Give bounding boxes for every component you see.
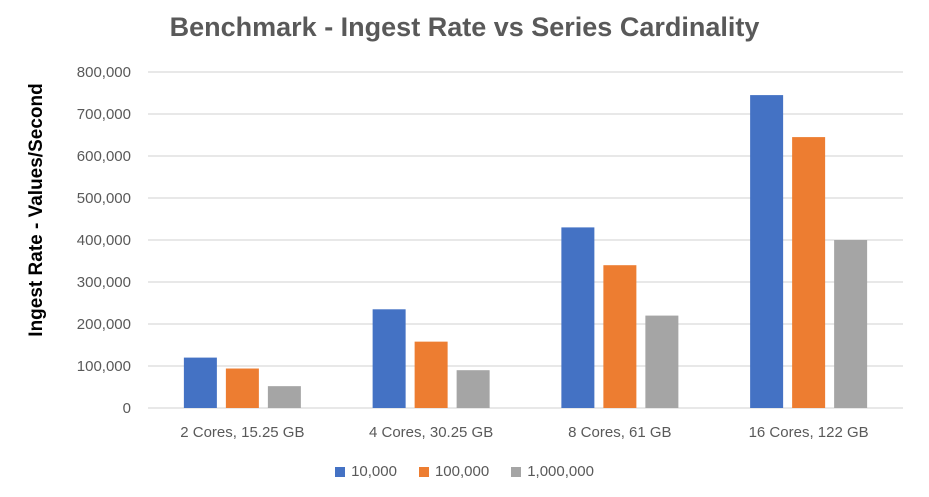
legend-item: 100,000 xyxy=(418,463,490,480)
bar-100000-4 xyxy=(792,137,826,408)
chart-title: Benchmark - Ingest Rate vs Series Cardin… xyxy=(169,12,760,42)
bar-1000000-1 xyxy=(267,386,301,408)
y-tick-label: 700,000 xyxy=(77,106,131,123)
bar-1000000-4 xyxy=(834,240,868,408)
bar-10000-1 xyxy=(183,357,217,408)
legend-swatch xyxy=(418,466,429,477)
y-tick-label: 800,000 xyxy=(77,64,131,81)
x-tick-label: 2 Cores, 15.25 GB xyxy=(180,424,304,441)
bar-10000-2 xyxy=(372,309,406,408)
legend-label: 100,000 xyxy=(434,463,490,480)
bar-100000-3 xyxy=(603,265,637,408)
bar-10000-3 xyxy=(561,227,595,408)
bar-1000000-2 xyxy=(456,370,490,408)
x-tick-label: 8 Cores, 61 GB xyxy=(568,424,671,441)
legend-item: 10,000 xyxy=(335,463,397,480)
y-tick-label: 100,000 xyxy=(77,358,131,375)
y-tick-label: 500,000 xyxy=(77,190,131,207)
y-tick-label: 600,000 xyxy=(77,148,131,165)
y-tick-label: 0 xyxy=(123,400,131,417)
legend: 10,000 100,000 1,000,000 xyxy=(0,463,929,480)
bar-1000000-3 xyxy=(645,315,679,408)
legend-swatch xyxy=(511,466,522,477)
y-tick-label: 400,000 xyxy=(77,232,131,249)
bar-10000-4 xyxy=(750,95,784,408)
legend-label: 10,000 xyxy=(351,463,397,480)
legend-label: 1,000,000 xyxy=(527,463,594,480)
legend-item: 1,000,000 xyxy=(511,463,594,480)
y-axis-label: Ingest Rate - Values/Second xyxy=(26,83,47,336)
y-tick-label: 200,000 xyxy=(77,316,131,333)
legend-swatch xyxy=(335,466,346,477)
x-tick-label: 4 Cores, 30.25 GB xyxy=(369,424,493,441)
y-tick-label: 300,000 xyxy=(77,274,131,291)
bar-100000-2 xyxy=(414,341,448,408)
x-tick-label: 16 Cores, 122 GB xyxy=(749,424,869,441)
bar-100000-1 xyxy=(225,368,259,408)
